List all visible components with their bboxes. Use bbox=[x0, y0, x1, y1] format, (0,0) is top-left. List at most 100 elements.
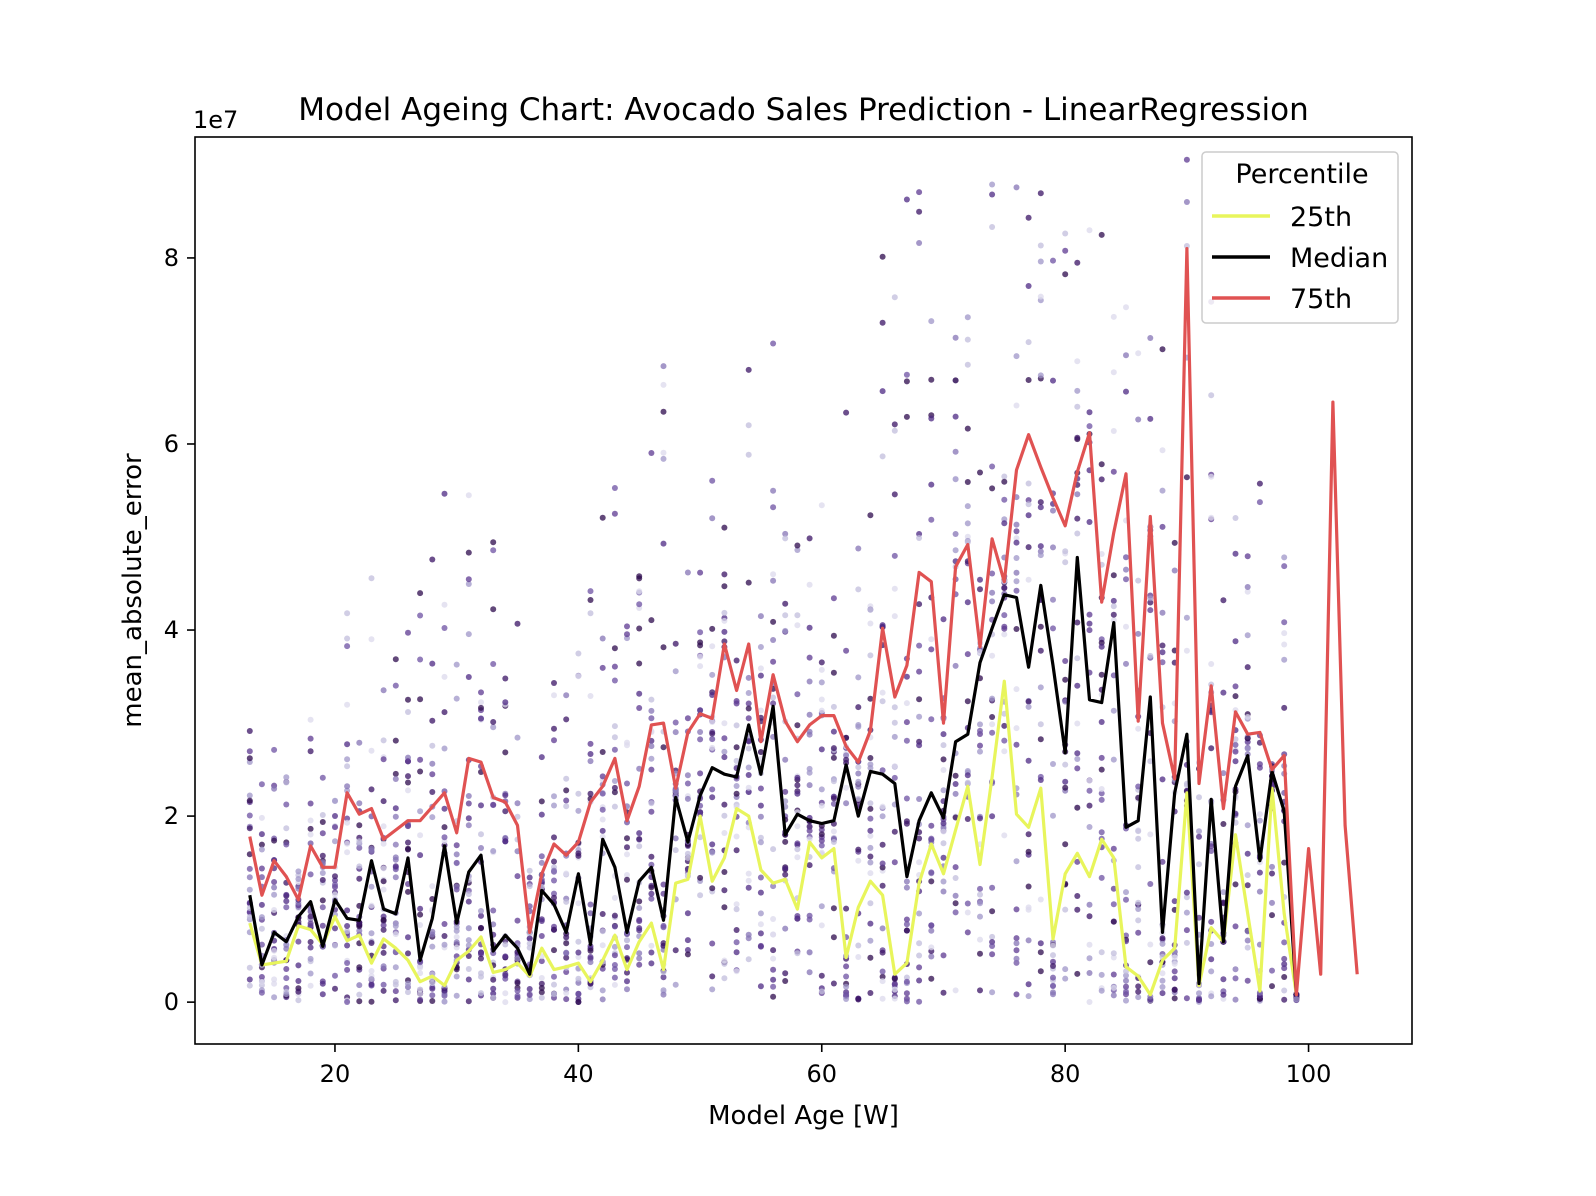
scatter-point bbox=[1147, 959, 1154, 966]
scatter-point bbox=[672, 729, 679, 736]
scatter-point bbox=[855, 704, 862, 711]
scatter-point bbox=[478, 845, 484, 851]
scatter-point bbox=[563, 797, 570, 804]
scatter-point bbox=[818, 786, 825, 793]
scatter-point bbox=[684, 854, 691, 861]
scatter-point bbox=[1013, 725, 1020, 732]
scatter-point bbox=[356, 822, 363, 829]
scatter-point bbox=[380, 840, 387, 847]
scatter-point bbox=[684, 772, 691, 779]
scatter-point bbox=[344, 923, 351, 929]
scatter-point bbox=[928, 646, 935, 653]
scatter-point bbox=[1098, 754, 1105, 761]
scatter-point bbox=[1037, 684, 1044, 691]
scatter-point bbox=[392, 656, 399, 663]
scatter-point bbox=[989, 485, 996, 492]
scatter-point bbox=[928, 869, 935, 876]
scatter-point bbox=[1086, 627, 1093, 634]
scatter-point bbox=[989, 714, 996, 720]
scatter-point bbox=[1269, 967, 1275, 974]
scatter-point bbox=[1050, 989, 1056, 996]
scatter-point bbox=[332, 797, 338, 804]
scatter-point bbox=[246, 792, 253, 799]
scatter-point bbox=[709, 477, 716, 484]
scatter-point bbox=[1159, 935, 1166, 942]
scatter-point bbox=[916, 642, 923, 649]
scatter-point bbox=[1062, 761, 1069, 768]
scatter-point bbox=[551, 692, 557, 699]
scatter-point bbox=[770, 658, 777, 665]
scatter-point bbox=[307, 748, 314, 755]
scatter-point bbox=[1220, 889, 1227, 896]
scatter-point bbox=[916, 189, 923, 196]
scatter-point bbox=[624, 955, 630, 962]
scatter-point bbox=[1281, 563, 1288, 570]
scatter-point bbox=[879, 689, 886, 696]
scatter-point bbox=[916, 535, 923, 541]
scatter-point bbox=[940, 952, 947, 959]
scatter-point bbox=[830, 745, 837, 752]
scatter-point bbox=[709, 744, 716, 751]
scatter-point bbox=[283, 801, 290, 808]
scatter-point bbox=[721, 904, 728, 911]
scatter-point bbox=[1013, 587, 1020, 594]
scatter-point bbox=[1232, 996, 1239, 1003]
scatter-point bbox=[1220, 689, 1227, 696]
scatter-point bbox=[1147, 599, 1154, 606]
scatter-point bbox=[575, 954, 582, 960]
scatter-point bbox=[709, 719, 716, 725]
scatter-point bbox=[563, 898, 570, 905]
scatter-point bbox=[246, 797, 253, 804]
scatter-point bbox=[940, 854, 947, 861]
scatter-point bbox=[952, 987, 959, 994]
scatter-point bbox=[344, 907, 351, 914]
scatter-point bbox=[770, 487, 777, 494]
scatter-point bbox=[733, 901, 740, 908]
scatter-point bbox=[879, 319, 886, 326]
scatter-point bbox=[417, 964, 424, 971]
scatter-point bbox=[429, 789, 436, 795]
scatter-point bbox=[660, 381, 667, 388]
scatter-point bbox=[478, 831, 484, 838]
scatter-point bbox=[1110, 428, 1117, 434]
scatter-point bbox=[1062, 676, 1069, 683]
scatter-point bbox=[733, 790, 740, 797]
scatter-point bbox=[368, 902, 375, 909]
scatter-point bbox=[417, 922, 424, 928]
scatter-point bbox=[478, 990, 484, 997]
scatter-point bbox=[964, 336, 971, 343]
scatter-point bbox=[1135, 983, 1142, 990]
legend-label: 25th bbox=[1290, 202, 1352, 233]
scatter-point bbox=[1037, 647, 1044, 654]
scatter-point bbox=[733, 698, 740, 704]
scatter-point bbox=[1098, 461, 1105, 468]
scatter-point bbox=[636, 950, 643, 957]
scatter-point bbox=[709, 794, 716, 801]
scatter-point bbox=[319, 991, 326, 998]
scatter-point bbox=[1074, 434, 1081, 441]
scatter-point bbox=[916, 910, 923, 917]
scatter-point bbox=[332, 891, 338, 898]
scatter-point bbox=[952, 531, 959, 537]
scatter-point bbox=[867, 937, 874, 944]
scatter-point bbox=[745, 870, 752, 877]
scatter-point bbox=[636, 843, 643, 850]
scatter-point bbox=[417, 970, 424, 977]
scatter-point bbox=[295, 978, 302, 984]
scatter-point bbox=[928, 835, 935, 842]
scatter-point bbox=[429, 928, 436, 935]
scatter-point bbox=[855, 778, 862, 785]
scatter-point bbox=[1001, 585, 1008, 592]
scatter-point bbox=[806, 624, 813, 631]
scatter-point bbox=[611, 923, 618, 930]
scatter-point bbox=[648, 949, 655, 956]
scatter-point bbox=[1037, 190, 1044, 197]
scatter-point bbox=[940, 787, 947, 794]
scatter-point bbox=[307, 871, 314, 878]
scatter-point bbox=[1208, 745, 1215, 752]
scatter-point bbox=[490, 539, 497, 546]
scatter-point bbox=[490, 547, 497, 554]
scatter-point bbox=[879, 253, 886, 260]
scatter-point bbox=[538, 859, 545, 866]
scatter-point bbox=[782, 627, 789, 634]
